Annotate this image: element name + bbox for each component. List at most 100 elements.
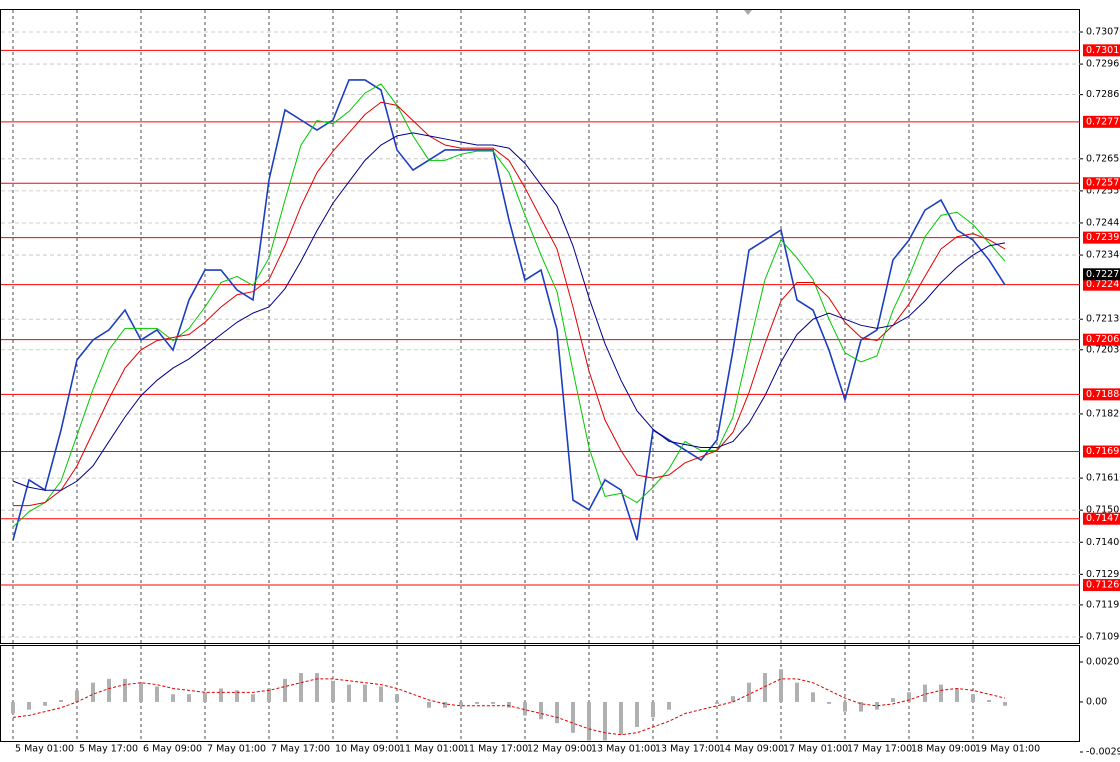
histogram-bar (219, 688, 223, 702)
level-box (1083, 333, 1120, 346)
price-line (13, 101, 1006, 507)
level-box (1083, 278, 1120, 291)
histogram-bar (747, 682, 751, 702)
histogram-bar (139, 682, 143, 702)
histogram-bar (907, 692, 911, 702)
histogram-bar (123, 678, 127, 702)
last-price-box (1083, 268, 1120, 281)
histogram-bar (763, 673, 767, 702)
histogram-bar (923, 684, 927, 702)
histogram-bar (891, 698, 895, 702)
histogram-bar (955, 688, 959, 702)
y-tick-label: 0.71195 (1086, 599, 1120, 610)
histogram-bar (731, 696, 735, 702)
y-tick-label: 0.72445 (1086, 217, 1120, 228)
x-tick-label: 13 May 17:00 (655, 744, 720, 755)
osc-frame (0, 645, 1080, 742)
histogram-bar (635, 701, 639, 727)
histogram-bar (491, 701, 495, 704)
histogram-bar (811, 692, 815, 702)
x-tick-label: 18 May 09:00 (911, 744, 976, 755)
level-label: 0.71697 (1086, 446, 1120, 457)
histogram-bar (363, 684, 367, 702)
histogram-bar (315, 673, 319, 702)
histogram-bar (155, 686, 159, 702)
histogram-bar (587, 701, 591, 741)
y-tick-label: 0.72655 (1086, 153, 1120, 164)
histogram-bar (795, 682, 799, 702)
histogram-bar (395, 694, 399, 702)
x-tick-label: 5 May 17:00 (79, 744, 138, 755)
histogram-bar (859, 701, 863, 712)
histogram-bar (1003, 701, 1007, 706)
y-tick-label: 0.72965 (1086, 59, 1120, 70)
level-box (1083, 231, 1120, 244)
level-box (1083, 115, 1120, 128)
histogram-bar (987, 700, 991, 702)
histogram-bar (539, 701, 543, 720)
signal-line (12, 678, 1006, 736)
level-box (1083, 44, 1120, 57)
x-tick-label: 12 May 09:00 (527, 744, 592, 755)
level-label: 0.71884 (1086, 389, 1120, 400)
histogram-bar (523, 701, 527, 716)
x-tick-label: 7 May 01:00 (207, 744, 266, 755)
level-label: 0.72063 (1086, 334, 1120, 345)
histogram-bar (619, 701, 623, 735)
histogram-bar (91, 682, 95, 702)
x-tick-label: 10 May 09:00 (335, 744, 400, 755)
histogram-bar (251, 694, 255, 702)
histogram-bar (715, 701, 719, 704)
histogram-bar (107, 678, 111, 702)
histogram-bar (331, 680, 335, 702)
level-box (1083, 512, 1120, 525)
histogram-bar (379, 686, 383, 702)
histogram-bar (667, 701, 671, 710)
x-tick-label: 5 May 01:00 (15, 744, 74, 755)
price-line (12, 132, 1006, 491)
shift-marker (744, 10, 752, 15)
level-box (1083, 177, 1120, 190)
x-tick-label: 11 May 01:00 (399, 744, 464, 755)
histogram-bar (443, 701, 447, 708)
level-box (1083, 579, 1120, 592)
histogram-bar (475, 701, 479, 704)
histogram-bar (347, 684, 351, 702)
histogram-bar (427, 701, 431, 708)
histogram-bar (875, 701, 879, 710)
histogram-bar (299, 673, 303, 702)
histogram-bar (827, 701, 831, 704)
level-label: 0.72397 (1086, 232, 1120, 243)
histogram-bar (43, 701, 47, 706)
histogram-bar (843, 701, 847, 712)
level-label: 0.72575 (1086, 178, 1120, 189)
y-tick-label: 0.71295 (1086, 569, 1120, 580)
y-tick-label: 0.00 (1086, 696, 1107, 707)
level-box (1083, 445, 1120, 458)
histogram-bar (11, 701, 15, 714)
main-frame (0, 9, 1080, 644)
level-label: 0.72776 (1086, 116, 1120, 127)
x-tick-label: 7 May 17:00 (271, 744, 330, 755)
histogram-bar (267, 688, 271, 702)
histogram-bar (971, 694, 975, 702)
histogram-bar (27, 701, 31, 710)
x-tick-label: 13 May 01:00 (591, 744, 656, 755)
price-line (12, 79, 1006, 541)
x-tick-label: 19 May 01:00 (975, 744, 1040, 755)
histogram-bar (187, 694, 191, 702)
histogram-bar (459, 701, 463, 706)
x-tick-label: 17 May 01:00 (783, 744, 848, 755)
histogram-bar (59, 700, 63, 702)
histogram-bar (203, 692, 207, 702)
